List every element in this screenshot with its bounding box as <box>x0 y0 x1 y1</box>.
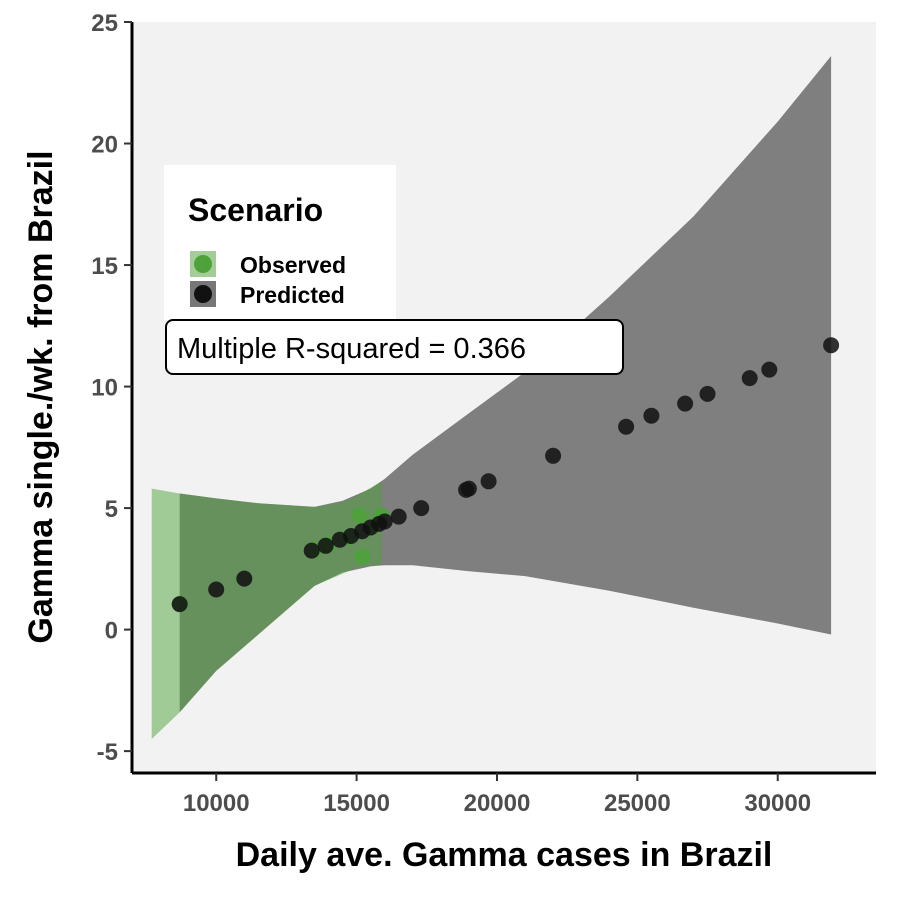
x-tick-label: 20000 <box>464 790 531 817</box>
point-predicted-1 <box>208 581 225 598</box>
y-tick-label: -5 <box>97 739 118 766</box>
point-predicted-18 <box>643 407 660 424</box>
point-predicted-11 <box>390 508 407 525</box>
y-axis-title: Gamma single./wk. from Brazil <box>22 150 60 643</box>
point-observed-4 <box>351 507 368 524</box>
y-ticks: -5 0 5 10 15 20 25 <box>91 10 132 766</box>
point-predicted-0 <box>171 596 188 613</box>
point-predicted-2 <box>236 570 253 587</box>
point-predicted-22 <box>761 361 778 378</box>
point-predicted-10 <box>376 513 393 530</box>
y-tick-label: 10 <box>91 375 118 402</box>
annotation-box <box>165 319 624 375</box>
y-tick-label: 20 <box>91 132 118 159</box>
y-tick-label: 15 <box>91 253 118 280</box>
point-predicted-15 <box>480 473 497 490</box>
point-predicted-3 <box>303 542 320 559</box>
point-observed-5 <box>354 548 371 565</box>
x-ticks: 10000 15000 20000 25000 30000 <box>183 773 811 817</box>
legend-key-predicted <box>194 285 212 303</box>
x-tick-label: 25000 <box>604 790 671 817</box>
point-predicted-20 <box>699 385 716 402</box>
x-tick-label: 10000 <box>183 790 250 817</box>
r-squared-annotation: Multiple R-squared = 0.366 <box>165 319 624 375</box>
legend-label-predicted: Predicted <box>240 282 345 308</box>
x-tick-label: 30000 <box>744 790 811 817</box>
point-predicted-17 <box>618 418 635 435</box>
point-predicted-23 <box>823 337 840 354</box>
legend: Scenario Observed Predicted <box>164 165 396 320</box>
point-predicted-12 <box>413 500 430 517</box>
point-predicted-16 <box>545 447 562 464</box>
x-axis-title: Daily ave. Gamma cases in Brazil <box>236 836 773 874</box>
legend-label-observed: Observed <box>240 252 346 278</box>
data-points <box>171 337 840 613</box>
point-predicted-4 <box>317 537 334 554</box>
point-predicted-19 <box>677 395 694 412</box>
y-tick-label: 5 <box>105 496 118 523</box>
legend-title: Scenario <box>188 192 323 228</box>
y-tick-label: 25 <box>91 10 118 37</box>
point-predicted-14 <box>460 480 477 497</box>
annotation-text: Multiple R-squared = 0.366 <box>177 333 526 365</box>
axes <box>130 22 876 775</box>
y-tick-label: 0 <box>105 618 118 645</box>
x-tick-label: 15000 <box>323 790 390 817</box>
point-predicted-21 <box>741 370 758 387</box>
legend-key-observed <box>194 255 212 273</box>
